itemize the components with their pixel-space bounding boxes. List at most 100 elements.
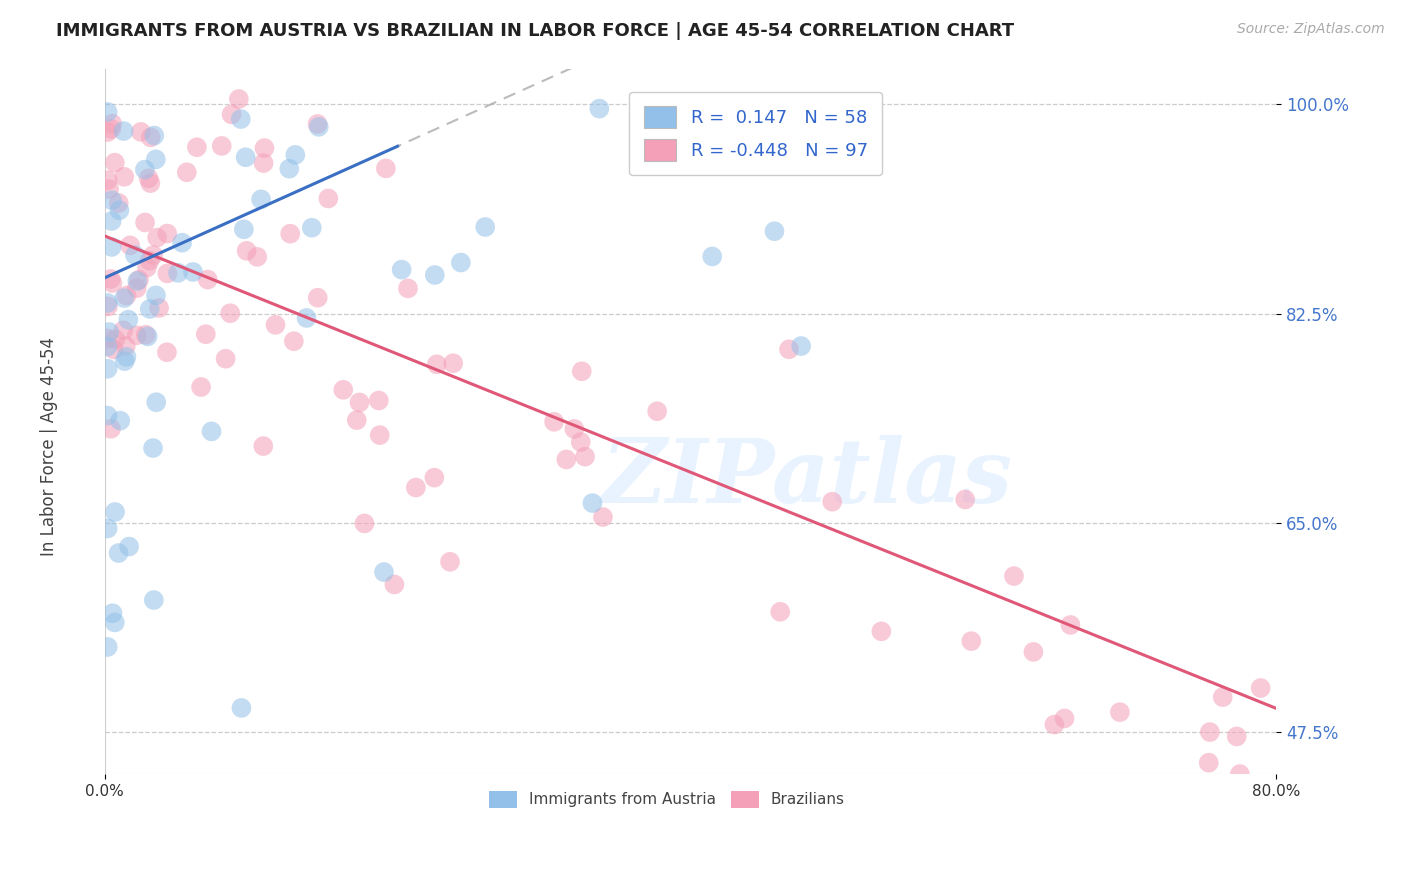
Point xyxy=(221,107,243,121)
Point xyxy=(569,435,592,450)
Point xyxy=(100,240,122,254)
Point xyxy=(100,272,122,286)
Point xyxy=(960,634,983,648)
Point xyxy=(100,214,122,228)
Point xyxy=(156,266,179,280)
Point xyxy=(211,139,233,153)
Point xyxy=(368,428,391,442)
Point xyxy=(112,291,135,305)
Point xyxy=(129,125,152,139)
Point xyxy=(229,112,252,126)
Point xyxy=(134,215,156,229)
Point xyxy=(870,624,893,639)
Point xyxy=(474,219,496,234)
Point xyxy=(112,169,135,184)
Point xyxy=(142,593,165,607)
Point xyxy=(97,409,120,423)
Point xyxy=(186,140,208,154)
Point xyxy=(353,516,375,531)
Point xyxy=(135,327,157,342)
Point xyxy=(1212,690,1234,705)
Point xyxy=(562,422,585,436)
Point xyxy=(97,104,120,119)
Point xyxy=(125,328,148,343)
Point xyxy=(104,155,127,169)
Point xyxy=(214,351,236,366)
Point xyxy=(97,300,120,314)
Point xyxy=(778,343,800,357)
Point xyxy=(139,301,162,316)
Point xyxy=(252,156,274,170)
Point xyxy=(1198,725,1220,739)
Point xyxy=(125,281,148,295)
Point xyxy=(112,323,135,337)
Point xyxy=(581,496,603,510)
Point xyxy=(821,494,844,508)
Point xyxy=(284,148,307,162)
Point xyxy=(146,230,169,244)
Point xyxy=(114,339,136,353)
Point xyxy=(124,248,146,262)
Point xyxy=(104,615,127,630)
Text: ZIPatlas: ZIPatlas xyxy=(602,434,1014,521)
Point xyxy=(97,331,120,345)
Point xyxy=(148,301,170,315)
Point xyxy=(1002,569,1025,583)
Point xyxy=(790,339,813,353)
Point xyxy=(278,161,301,176)
Point xyxy=(250,193,273,207)
Point xyxy=(142,441,165,455)
Point xyxy=(181,265,204,279)
Point xyxy=(574,450,596,464)
Point xyxy=(1053,711,1076,725)
Point xyxy=(1022,645,1045,659)
Point xyxy=(426,357,449,371)
Point xyxy=(264,318,287,332)
Point xyxy=(374,161,396,176)
Point xyxy=(252,439,274,453)
Point xyxy=(1198,756,1220,770)
Point xyxy=(176,165,198,179)
Point xyxy=(97,640,120,654)
Point xyxy=(543,415,565,429)
Point xyxy=(423,268,446,282)
Point xyxy=(115,350,138,364)
Point xyxy=(101,117,124,131)
Point xyxy=(136,260,159,275)
Point xyxy=(108,203,131,218)
Point xyxy=(108,414,131,428)
Point xyxy=(107,546,129,560)
Point xyxy=(97,296,120,310)
Point xyxy=(117,312,139,326)
Point xyxy=(190,380,212,394)
Point xyxy=(1229,767,1251,781)
Point xyxy=(391,262,413,277)
Point xyxy=(127,274,149,288)
Point xyxy=(114,354,136,368)
Point xyxy=(1043,717,1066,731)
Point xyxy=(104,505,127,519)
Point xyxy=(145,288,167,302)
Point xyxy=(97,125,120,139)
Point xyxy=(138,171,160,186)
Point xyxy=(301,220,323,235)
Point xyxy=(307,117,329,131)
Point xyxy=(97,339,120,353)
Point xyxy=(450,255,472,269)
Point xyxy=(97,521,120,535)
Point xyxy=(588,102,610,116)
Point xyxy=(645,404,668,418)
Point xyxy=(555,452,578,467)
Point xyxy=(156,345,179,359)
Point xyxy=(246,250,269,264)
Point xyxy=(194,327,217,342)
Point xyxy=(101,606,124,620)
Point xyxy=(219,306,242,320)
Point xyxy=(231,701,253,715)
Point xyxy=(145,153,167,167)
Point xyxy=(571,364,593,378)
Point xyxy=(200,425,222,439)
Point xyxy=(439,555,461,569)
Point xyxy=(1059,618,1081,632)
Legend: Immigrants from Austria, Brazilians: Immigrants from Austria, Brazilians xyxy=(481,783,852,816)
